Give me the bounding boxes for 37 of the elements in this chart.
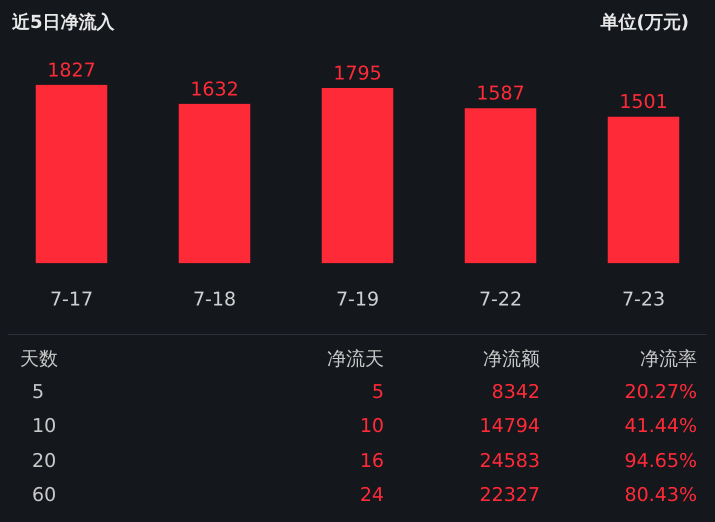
- text: 5: [372, 380, 384, 402]
- bar: [322, 88, 394, 264]
- text: 24: [360, 484, 384, 506]
- chart-title: 近5日净流入: [12, 11, 115, 34]
- text: 22327: [480, 484, 540, 506]
- data-label: 1827: [47, 59, 96, 82]
- data-label: 1795: [333, 62, 382, 84]
- x-tick-label: 7-22: [478, 288, 522, 311]
- text: 净流率: [640, 347, 697, 372]
- bar: [608, 116, 680, 264]
- text: 净流天: [327, 347, 384, 372]
- text: 天数: [20, 347, 58, 372]
- y-axis-title: 单位(万元): [600, 11, 689, 34]
- data-label: 1632: [190, 78, 239, 100]
- bar: [178, 104, 250, 264]
- text: 净流额: [483, 347, 540, 372]
- x-tick-label: 7-19: [336, 288, 380, 311]
- text: 10: [32, 415, 56, 437]
- text: 80.43%: [624, 484, 697, 506]
- data-label: 1501: [619, 91, 668, 114]
- text: 94.65%: [624, 450, 697, 472]
- text: 14794: [480, 415, 540, 437]
- bar: [464, 108, 536, 264]
- x-tick-label: 7-18: [192, 288, 236, 311]
- x-tick-label: 7-17: [50, 288, 94, 311]
- x-tick-label: 7-23: [622, 288, 666, 311]
- text: 41.44%: [624, 415, 697, 437]
- bar: [36, 84, 108, 264]
- text: 60: [32, 484, 56, 506]
- text: 24583: [480, 450, 540, 472]
- text: 20.27%: [624, 380, 697, 402]
- text: 5: [32, 380, 44, 402]
- text: 20: [32, 450, 56, 472]
- text: 8342: [492, 380, 540, 402]
- text: 16: [360, 450, 384, 472]
- data-label: 1587: [476, 82, 525, 105]
- text: 10: [360, 415, 384, 437]
